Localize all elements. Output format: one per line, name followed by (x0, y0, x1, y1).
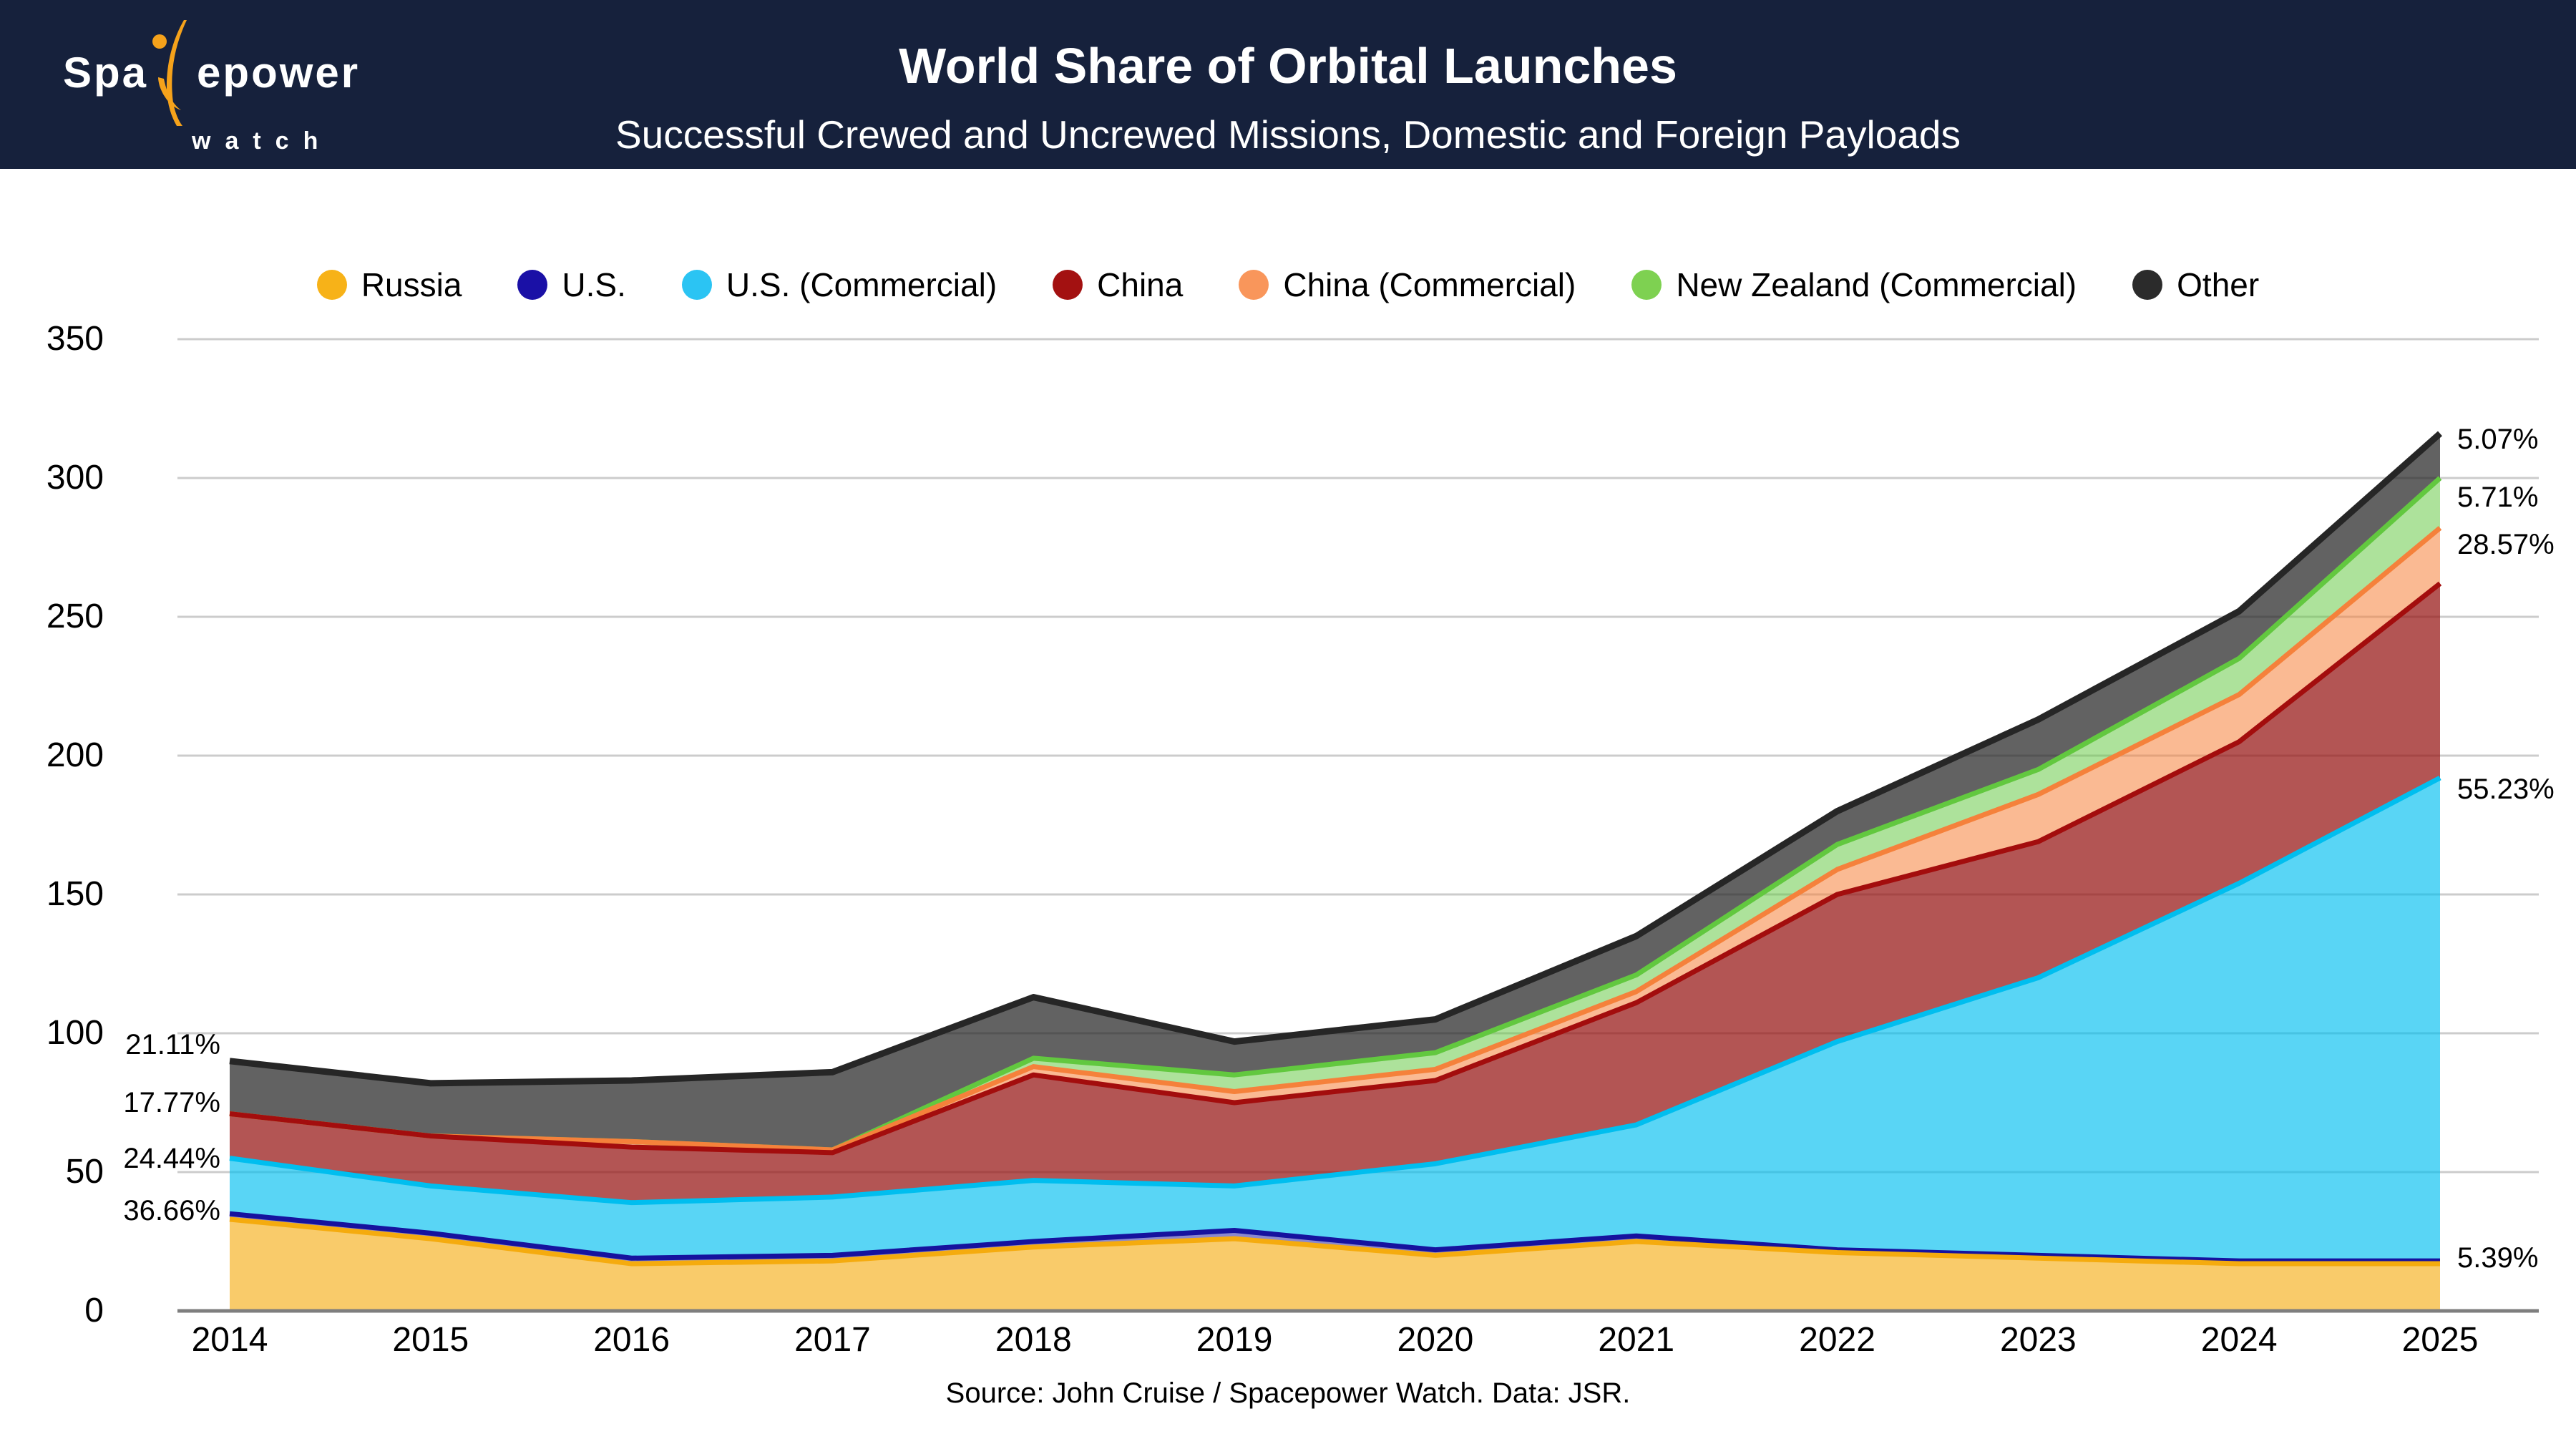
pct-annotation-right: 5.07% (2457, 423, 2539, 455)
header-banner: Spa epower watch World Share of Orbital … (0, 0, 2576, 169)
page-subtitle: Successful Crewed and Uncrewed Missions,… (615, 112, 1961, 157)
line-China (Commercial) (229, 526, 2442, 1153)
line-U.S. (Commercial) (229, 775, 2441, 1206)
legend-label: China (1097, 266, 1184, 303)
y-axis-label-200: 200 (46, 736, 104, 774)
x-axis-label-2016: 2016 (593, 1321, 670, 1359)
logo-text-spa: Spa (63, 48, 149, 97)
x-axis-label-2015: 2015 (392, 1321, 469, 1359)
area-China (230, 583, 2440, 1203)
legend-item-Russia: Russia (316, 265, 462, 304)
pct-annotation-right: 5.71% (2457, 482, 2539, 514)
pct-annotation-left: 36.66% (123, 1195, 220, 1227)
logo-wordmark: Spa epower (63, 19, 364, 126)
x-axis-label-2021: 2021 (1598, 1321, 1675, 1359)
line-Russia (229, 1216, 2440, 1267)
x-axis-label-2019: 2019 (1196, 1321, 1273, 1359)
y-axis-label-0: 0 (84, 1292, 104, 1330)
x-axis-label-2014: 2014 (191, 1321, 268, 1359)
source-text: Source: John Cruise / Spacepower Watch. … (945, 1377, 1631, 1409)
y-axis-label-100: 100 (46, 1014, 104, 1052)
pct-annotation-left: 24.44% (123, 1142, 220, 1174)
page-title: World Share of Orbital Launches (899, 38, 1677, 94)
logo-text-watch: watch (192, 127, 333, 155)
legend-item-U.S. (Commercial): U.S. (Commercial) (681, 265, 997, 304)
pct-annotation-right: 28.57% (2457, 529, 2555, 561)
x-axis-label-2017: 2017 (794, 1321, 871, 1359)
y-axis-label-300: 300 (46, 459, 104, 497)
pct-annotation-left: 17.77% (123, 1087, 220, 1118)
y-axis-label-50: 50 (65, 1153, 104, 1191)
legend-item-New Zealand (Commercial): New Zealand (Commercial) (1631, 265, 2077, 304)
legend-dot-icon (517, 270, 548, 300)
area-U.S. (Commercial) (230, 778, 2440, 1262)
legend-item-U.S.: U.S. (517, 265, 626, 304)
legend-label: China (Commercial) (1283, 266, 1576, 303)
legend-item-Other: Other (2132, 265, 2259, 304)
y-axis-label-250: 250 (46, 597, 104, 635)
logo-text-epower: epower (197, 48, 361, 97)
legend-dot-icon (1053, 270, 1083, 300)
legend-dot-icon (1239, 270, 1269, 300)
area-China (Commercial) (230, 527, 2440, 1153)
y-axis-label-350: 350 (46, 320, 104, 358)
legend-dot-icon (316, 270, 347, 300)
legend-label: Other (2177, 266, 2260, 303)
x-axis-label-2018: 2018 (995, 1321, 1072, 1359)
pct-annotation-right: 5.39% (2457, 1242, 2539, 1274)
line-Other (229, 431, 2442, 1087)
legend-label: U.S. (Commercial) (726, 266, 997, 303)
x-axis-label-2024: 2024 (2200, 1321, 2278, 1359)
legend-dot-icon (2132, 270, 2163, 300)
legend-dot-icon (681, 270, 712, 300)
legend-label: Russia (361, 266, 462, 303)
x-axis-label-2023: 2023 (1999, 1321, 2077, 1359)
legend-item-China (Commercial): China (Commercial) (1239, 265, 1576, 304)
x-axis-label-2020: 2020 (1397, 1321, 1474, 1359)
logo-rocket-swoosh-icon (152, 20, 187, 126)
x-axis-label-2022: 2022 (1799, 1321, 1875, 1359)
line-China (229, 581, 2442, 1156)
area-Russia (230, 1219, 2440, 1311)
legend-dot-icon (1631, 270, 1662, 300)
legend-label: U.S. (562, 266, 626, 303)
legend-label: New Zealand (Commercial) (1676, 266, 2077, 303)
spacepower-watch-logo: Spa epower watch (63, 19, 364, 155)
pct-annotation-right: 55.23% (2457, 773, 2555, 805)
legend-item-China: China (1053, 265, 1183, 304)
line-U.S. (229, 1211, 2440, 1264)
chart-legend: Russia U.S. U.S. (Commercial) China China (C… (0, 263, 2576, 306)
y-axis-label-150: 150 (46, 875, 104, 913)
pct-annotation-left: 21.11% (125, 1028, 220, 1060)
x-axis-label-2025: 2025 (2401, 1321, 2479, 1359)
